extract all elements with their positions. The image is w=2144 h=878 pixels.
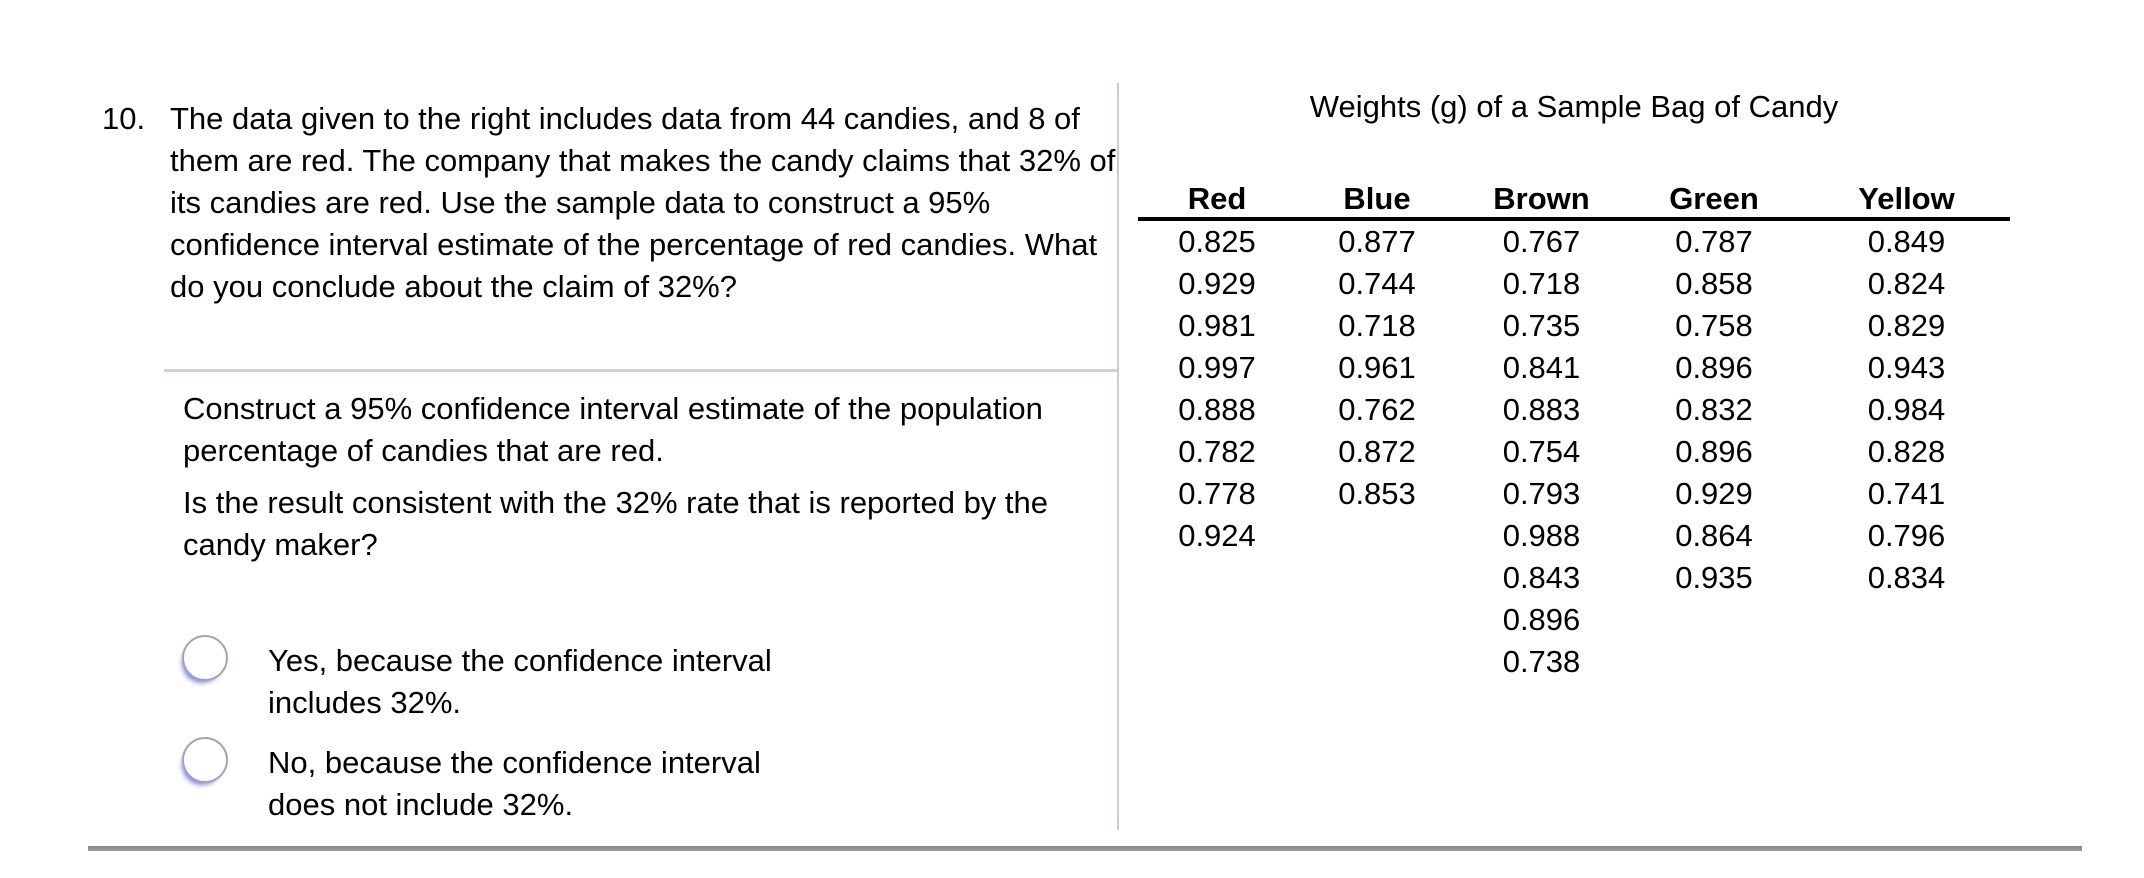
table-cell: 0.849 (1867, 224, 1946, 259)
table-cell: 0.741 (1867, 476, 1946, 511)
table-cell: 0.718 (1502, 266, 1581, 301)
table-cell (1296, 599, 1458, 641)
table-cell: 0.793 (1502, 476, 1581, 511)
sub-prompt-construct-ci: Construct a 95% confidence interval esti… (183, 391, 1043, 468)
table-cell: 0.984 (1867, 392, 1946, 427)
table-cell: 0.754 (1502, 434, 1581, 469)
table-cell: 0.924 (1178, 518, 1256, 553)
table-cell: 0.824 (1867, 266, 1946, 301)
question-text: The data given to the right includes dat… (170, 101, 1116, 304)
table-cell (1138, 557, 1296, 599)
table-cell (1803, 599, 2010, 641)
table-row: 0.896 (1138, 599, 2010, 641)
table-cell: 0.744 (1338, 266, 1416, 301)
table-cell: 0.929 (1675, 476, 1753, 511)
table-cell: 0.864 (1675, 518, 1753, 553)
table-cell: 0.738 (1502, 644, 1581, 679)
table-cell: 0.832 (1675, 392, 1753, 427)
table-cell: 0.883 (1502, 392, 1581, 427)
candy-weights-table: Red Blue Brown Green Yellow 0.825 0.877 0.767 0… (1138, 183, 2010, 683)
table-cell: 0.758 (1675, 308, 1753, 343)
table-cell (1296, 557, 1458, 599)
table-cell: 0.988 (1502, 518, 1581, 553)
table-cell: 0.762 (1338, 392, 1416, 427)
table-cell: 0.796 (1867, 518, 1946, 553)
panel-divider (1117, 83, 1119, 830)
table-cell (1625, 641, 1803, 683)
table-cell: 0.735 (1502, 308, 1581, 343)
table-row: 0.778 0.853 0.793 0.929 0.741 (1138, 473, 2010, 515)
table-cell: 0.825 (1178, 224, 1256, 259)
table-row: 0.929 0.744 0.718 0.858 0.824 (1138, 263, 2010, 305)
table-cell: 0.828 (1867, 434, 1946, 469)
table-header-row: Red Blue Brown Green Yellow (1138, 183, 2010, 214)
table-cell (1138, 599, 1296, 641)
table-row: 0.825 0.877 0.767 0.787 0.849 (1138, 221, 2010, 263)
table-cell: 0.858 (1675, 266, 1753, 301)
table-cell: 0.997 (1178, 350, 1256, 385)
table-cell (1803, 641, 2010, 683)
table-cell: 0.853 (1338, 476, 1416, 511)
table-cell: 0.829 (1867, 308, 1946, 343)
sub-prompt-consistency: Is the result consistent with the 32% ra… (183, 485, 1049, 562)
table-body: 0.825 0.877 0.767 0.787 0.849 0.929 0.744 0.718… (1138, 221, 2010, 683)
column-header: Green (1669, 181, 1759, 216)
table-row: 0.782 0.872 0.754 0.896 0.828 (1138, 431, 2010, 473)
table-row: 0.738 (1138, 641, 2010, 683)
column-header: Blue (1343, 181, 1411, 216)
column-header: Red (1187, 181, 1247, 216)
table-cell: 0.896 (1675, 350, 1753, 385)
table-cell: 0.888 (1178, 392, 1256, 427)
table-cell: 0.929 (1178, 266, 1256, 301)
table-cell (1296, 641, 1458, 683)
section-divider (164, 369, 1117, 372)
radio-button-icon[interactable] (182, 635, 228, 681)
table-cell: 0.981 (1178, 308, 1256, 343)
bottom-rule (88, 846, 2082, 851)
table-cell: 0.877 (1338, 224, 1416, 259)
table-cell: 0.782 (1178, 434, 1256, 469)
column-header: Brown (1493, 181, 1590, 216)
table-cell: 0.935 (1675, 560, 1753, 595)
table-cell: 0.843 (1502, 560, 1581, 595)
table-cell: 0.787 (1675, 224, 1753, 259)
table-row: 0.843 0.935 0.834 (1138, 557, 2010, 599)
table-cell (1625, 599, 1803, 641)
table-cell: 0.767 (1502, 224, 1581, 259)
option-label[interactable]: No, because the confidence interval does… (268, 745, 761, 822)
table-cell: 0.896 (1675, 434, 1753, 469)
table-cell (1138, 641, 1296, 683)
table-cell: 0.718 (1338, 308, 1416, 343)
table-cell: 0.961 (1338, 350, 1416, 385)
option-label[interactable]: Yes, because the confidence interval inc… (268, 643, 772, 720)
table-cell: 0.872 (1338, 434, 1416, 469)
radio-button-icon[interactable] (182, 737, 228, 783)
table-title: Weights (g) of a Sample Bag of Candy (1309, 89, 1839, 124)
question-number: 10. (102, 101, 146, 136)
column-header: Yellow (1858, 181, 1955, 216)
table-row: 0.981 0.718 0.735 0.758 0.829 (1138, 305, 2010, 347)
table-cell: 0.943 (1867, 350, 1946, 385)
table-row: 0.997 0.961 0.841 0.896 0.943 (1138, 347, 2010, 389)
table-cell (1296, 515, 1458, 557)
table-cell: 0.841 (1502, 350, 1581, 385)
table-cell: 0.778 (1178, 476, 1256, 511)
table-cell: 0.834 (1867, 560, 1946, 595)
table-row: 0.924 0.988 0.864 0.796 (1138, 515, 2010, 557)
header-underline (1138, 217, 2010, 221)
table-cell: 0.896 (1502, 602, 1581, 637)
table-row: 0.888 0.762 0.883 0.832 0.984 (1138, 389, 2010, 431)
